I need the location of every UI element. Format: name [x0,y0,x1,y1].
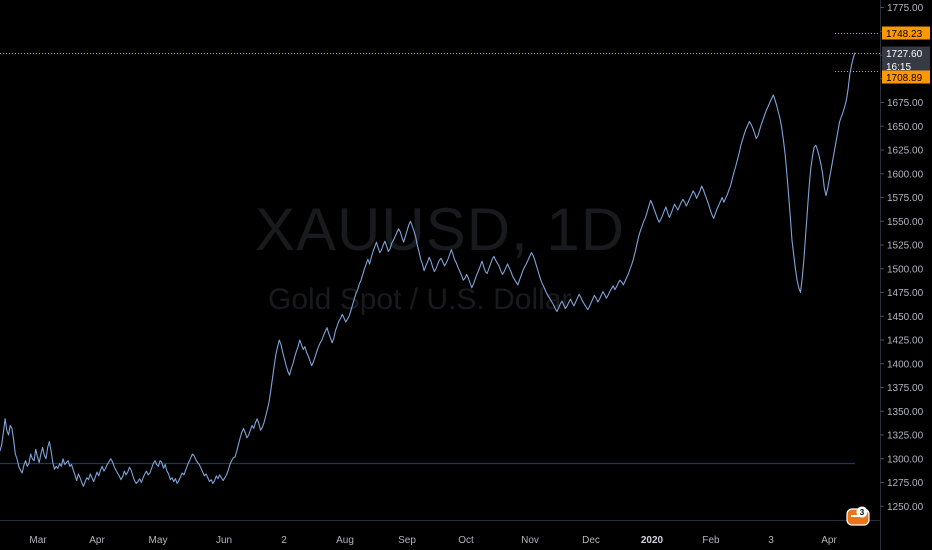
price-series-line [0,52,856,487]
events-badge[interactable]: 3 [846,506,870,526]
countdown-tag-box [882,59,930,73]
x-tick-label: Feb [702,535,720,546]
time-axis[interactable]: Mar Apr May Jun 2 Aug Sep Oct Nov Dec 2020 Feb 3 Apr [0,520,880,547]
y-tick-label: 1600.00 [887,169,924,180]
y-tick-label: 1450.00 [887,312,924,323]
x-tick-label: Sep [398,535,416,546]
y-tick-label: 1550.00 [887,217,924,228]
y-tick-label: 1675.00 [887,98,924,109]
y-tick-label: 1275.00 [887,478,924,489]
high-price-tag-box [882,26,930,40]
current-price-tag: 1727.60 [886,49,923,60]
x-tick-label: Oct [458,535,474,546]
x-tick-label: Nov [521,535,539,546]
y-tick-label: 1375.00 [887,383,924,394]
y-tick-label: 1250.00 [887,502,924,513]
y-tick-label: 1350.00 [887,407,924,418]
x-tick-label: May [149,535,168,546]
x-tick-label: 2020 [641,535,664,546]
current-price-tag-box [882,46,930,60]
x-tick-label: Apr [821,535,837,546]
watermark-symbol: XAUUSD, 1D [255,196,626,263]
low-price-tag-box [882,70,930,84]
y-tick-label: 1575.00 [887,193,924,204]
calendar-icon-bar [851,515,864,517]
plot-layer [0,33,880,487]
x-tick-label: Apr [89,535,105,546]
y-tick-label: 1625.00 [887,146,924,157]
x-tick-label: Aug [336,535,354,546]
badge-count-bubble [856,506,868,518]
y-tick-label: 1425.00 [887,336,924,347]
x-tick-label: Dec [582,535,600,546]
y-tick-label: 1500.00 [887,264,924,275]
price-axis-background [880,0,932,550]
y-tick-label: 1475.00 [887,288,924,299]
y-tick-label: 1325.00 [887,431,924,442]
y-tick-label: 1525.00 [887,241,924,252]
low-price-tag: 1708.89 [886,73,923,84]
high-price-tag: 1748.23 [886,29,923,40]
y-tick-label: 1400.00 [887,359,924,370]
x-tick-label: Jun [216,535,232,546]
x-tick-label: 3 [768,535,774,546]
badge-count: 3 [860,508,865,517]
x-tick-label: 2 [281,535,287,546]
y-tick-label: 1650.00 [887,122,924,133]
y-tick-label: 1300.00 [887,454,924,465]
x-tick-label: Mar [29,535,47,546]
y-tick-label: 1775.00 [887,3,924,14]
watermark-description: Gold Spot / U.S. Dollar [268,283,572,316]
countdown-tag: 16:15 [886,62,911,73]
